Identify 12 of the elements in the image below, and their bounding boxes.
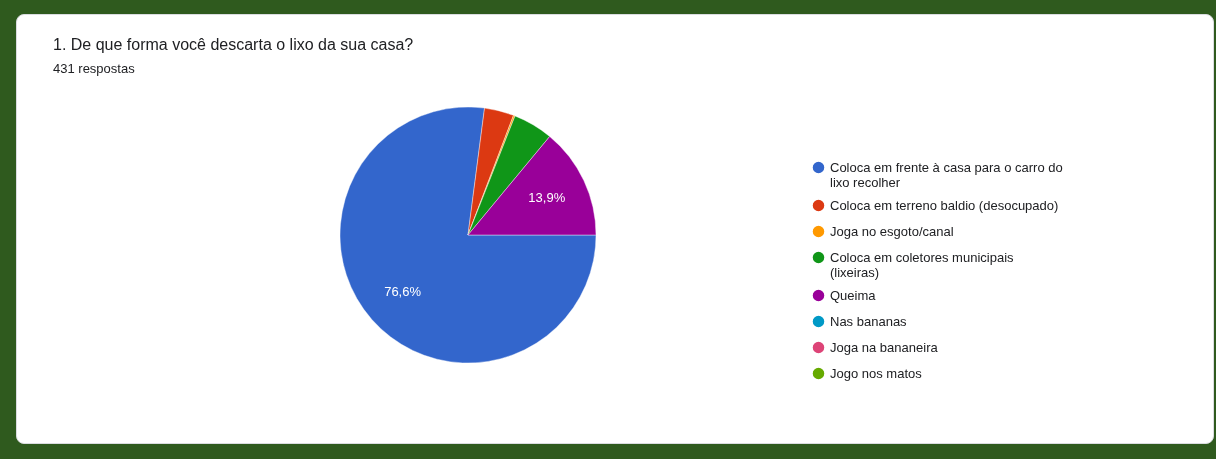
legend-label: Jogo nos matos [830,365,923,381]
text: 431 respostas [53,61,136,77]
data-label: 76,6% [384,284,422,300]
legend-label: Nas bananas [830,313,908,329]
data-label: 13,9% [528,189,566,205]
chart-title: 1. De que forma você descarta o lixo da sua casa? [53,36,414,54]
legend-label: Joga na bananeira [830,339,939,355]
legend-label: Joga no esgoto/canal [830,223,954,239]
legend-label: Queima [830,287,877,303]
legend-label: Coloca em frente à casa para o carro do lixo recolher [830,159,1063,190]
legend-label: Coloca em coletores municipais (lixeiras) [830,249,1015,280]
legend-label: Coloca em terreno baldio (desocupado) [830,197,1059,213]
